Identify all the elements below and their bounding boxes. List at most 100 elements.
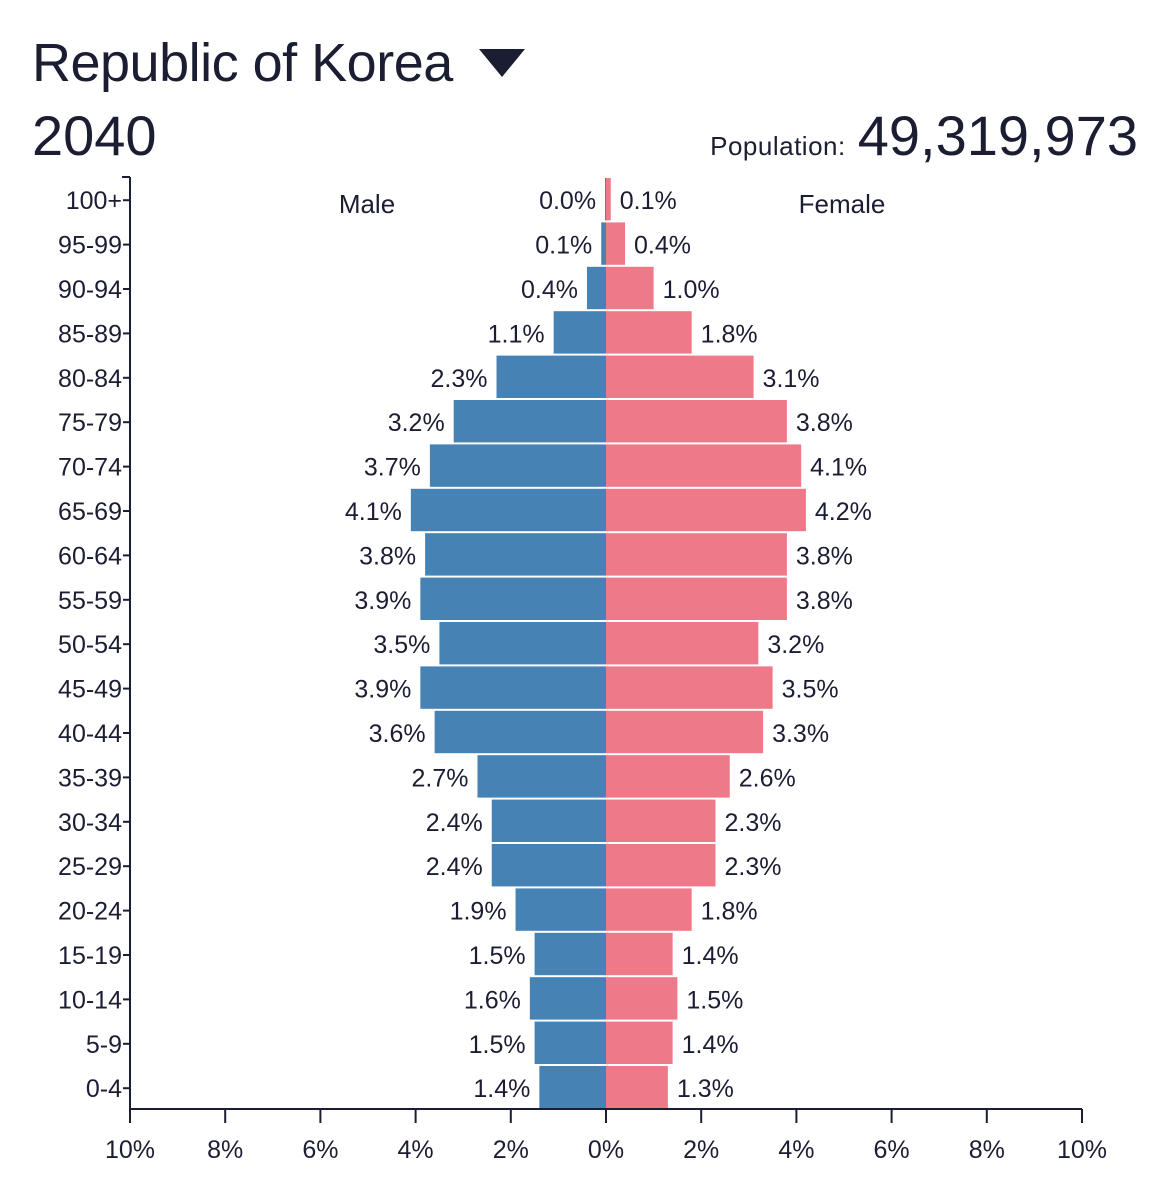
bar-male-25-29 [491, 844, 606, 887]
bar-female-65-69 [606, 488, 806, 532]
label-female-55-59: 3.8% [796, 587, 853, 615]
y-tick-label-55-59: 55-59 [58, 587, 122, 615]
bar-female-10-14 [606, 977, 678, 1020]
label-female-25-29: 2.3% [724, 853, 781, 881]
y-tick-label-85-89: 85-89 [58, 320, 122, 348]
y-tick-label-100+: 100+ [66, 187, 122, 215]
bar-male-70-74 [429, 444, 606, 487]
bar-male-45-49 [420, 666, 606, 709]
bar-female-40-44 [606, 710, 764, 754]
y-tick-label-0-4: 0-4 [86, 1075, 122, 1103]
label-male-15-19: 1.5% [469, 942, 526, 970]
x-tick-label: 2% [493, 1136, 529, 1164]
label-female-35-39: 2.6% [739, 764, 796, 792]
label-female-65-69: 4.2% [815, 498, 872, 526]
bar-female-15-19 [606, 932, 673, 976]
label-male-70-74: 3.7% [364, 454, 421, 482]
label-female-20-24: 1.8% [701, 898, 758, 926]
bar-male-55-59 [420, 577, 606, 620]
bar-male-90-94 [586, 266, 606, 310]
y-tick-label-75-79: 75-79 [58, 409, 122, 437]
x-tick-label: 6% [302, 1136, 338, 1164]
label-male-40-44: 3.6% [369, 720, 426, 748]
label-female-75-79: 3.8% [796, 409, 853, 437]
label-female-85-89: 1.8% [701, 320, 758, 348]
bar-male-95-99 [601, 222, 606, 265]
label-male-100+: 0.0% [539, 187, 596, 215]
label-male-35-39: 2.7% [411, 764, 468, 792]
bar-male-15-19 [534, 932, 606, 976]
bar-male-20-24 [515, 888, 606, 931]
bar-female-55-59 [606, 577, 787, 620]
y-tick-label-70-74: 70-74 [58, 454, 122, 482]
bar-male-65-69 [410, 488, 606, 532]
title-row[interactable]: Republic of Korea [32, 28, 525, 98]
x-tick-label: 0% [588, 1136, 624, 1164]
label-female-0-4: 1.3% [677, 1075, 734, 1103]
bar-female-5-9 [606, 1021, 673, 1064]
country-name[interactable]: Republic of Korea [32, 33, 453, 93]
label-female-15-19: 1.4% [682, 942, 739, 970]
bar-female-25-29 [606, 844, 716, 887]
legend-female: Female [799, 189, 886, 219]
label-male-95-99: 0.1% [535, 232, 592, 260]
bar-female-100+ [606, 178, 611, 221]
label-female-90-94: 1.0% [663, 276, 720, 304]
x-tick-label: 10% [105, 1136, 155, 1164]
x-tick-label: 6% [874, 1136, 910, 1164]
label-male-85-89: 1.1% [488, 320, 545, 348]
y-tick-label-5-9: 5-9 [86, 1031, 122, 1059]
label-male-10-14: 1.6% [464, 986, 521, 1014]
bar-male-5-9 [534, 1021, 606, 1064]
label-female-30-34: 2.3% [724, 809, 781, 837]
x-tick-label: 4% [398, 1136, 434, 1164]
x-tick-label: 8% [207, 1136, 243, 1164]
population-value: 49,319,973 [857, 104, 1138, 167]
y-tick-label-80-84: 80-84 [58, 365, 122, 393]
label-male-80-84: 2.3% [431, 365, 488, 393]
label-female-50-54: 3.2% [767, 631, 824, 659]
y-tick-label-25-29: 25-29 [58, 853, 122, 881]
label-male-75-79: 3.2% [388, 409, 445, 437]
bar-male-40-44 [434, 710, 606, 754]
label-male-20-24: 1.9% [450, 898, 507, 926]
label-female-80-84: 3.1% [763, 365, 820, 393]
bar-male-100+ [605, 178, 606, 221]
x-tick-label: 10% [1057, 1136, 1107, 1164]
population-block: Population: 49,319,973 [710, 104, 1138, 168]
y-tick-label-50-54: 50-54 [58, 631, 122, 659]
label-female-70-74: 4.1% [810, 454, 867, 482]
bar-female-35-39 [606, 755, 730, 798]
triangle-down-icon[interactable] [478, 49, 525, 77]
bars-group [410, 178, 806, 1109]
bar-female-45-49 [606, 666, 773, 709]
bar-labels-group: 0.0% 0.1% 0.1% 0.4% 0.4% 1.0% 1.1% 1.8% 2.3% 3.1%… [345, 187, 872, 1103]
bar-female-30-34 [606, 799, 716, 842]
bar-female-75-79 [606, 400, 787, 443]
y-axis: 100+ 95-99 90-94 85-89 80-84 75-79 70-74 65-69 6… [58, 176, 131, 1109]
y-tick-label-95-99: 95-99 [58, 232, 122, 260]
x-tick-label: 8% [969, 1136, 1005, 1164]
label-male-50-54: 3.5% [373, 631, 430, 659]
label-male-55-59: 3.9% [354, 587, 411, 615]
population-label: Population: [710, 131, 846, 161]
label-male-60-64: 3.8% [359, 542, 416, 570]
y-tick-label-65-69: 65-69 [58, 498, 122, 526]
label-male-25-29: 2.4% [426, 853, 483, 881]
bar-female-80-84 [606, 355, 754, 398]
bar-female-90-94 [606, 266, 654, 310]
x-axis: 10% 8% 6% 4% 2% 0% 2% 4% 6% 8% 10% [105, 1108, 1107, 1164]
label-male-0-4: 1.4% [473, 1075, 530, 1103]
y-tick-label-15-19: 15-19 [58, 942, 122, 970]
bar-male-85-89 [553, 311, 606, 354]
bar-male-80-84 [496, 355, 606, 398]
legend-male: Male [339, 189, 395, 219]
label-female-40-44: 3.3% [772, 720, 829, 748]
bar-male-75-79 [453, 400, 606, 443]
y-tick-label-30-34: 30-34 [58, 809, 122, 837]
bar-male-10-14 [529, 977, 606, 1020]
bar-male-0-4 [539, 1066, 606, 1109]
label-male-90-94: 0.4% [521, 276, 578, 304]
label-female-45-49: 3.5% [782, 676, 839, 704]
bar-male-50-54 [439, 622, 606, 665]
